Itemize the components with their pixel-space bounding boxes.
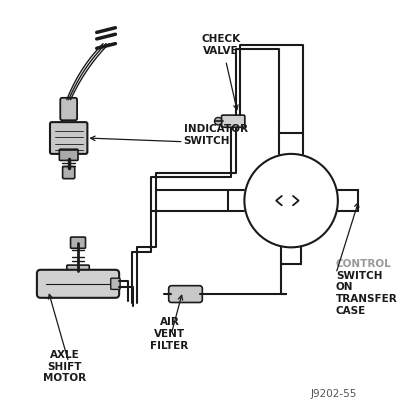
FancyBboxPatch shape (60, 98, 77, 120)
FancyBboxPatch shape (70, 237, 85, 248)
Text: J9202-55: J9202-55 (309, 389, 356, 399)
Text: SWITCH
ON
TRANSFER
CASE: SWITCH ON TRANSFER CASE (335, 271, 397, 316)
Text: CONTROL: CONTROL (335, 259, 391, 269)
FancyBboxPatch shape (168, 286, 202, 303)
Text: AXLE
SHIFT
MOTOR: AXLE SHIFT MOTOR (43, 350, 86, 383)
Text: AIR
VENT
FILTER: AIR VENT FILTER (150, 318, 188, 351)
Text: INDICATOR
SWITCH: INDICATOR SWITCH (183, 124, 247, 145)
FancyBboxPatch shape (59, 149, 78, 160)
FancyBboxPatch shape (67, 265, 89, 274)
FancyBboxPatch shape (37, 270, 119, 298)
FancyBboxPatch shape (62, 166, 75, 178)
FancyBboxPatch shape (111, 278, 120, 290)
FancyBboxPatch shape (221, 115, 244, 127)
FancyBboxPatch shape (50, 122, 87, 154)
Circle shape (214, 117, 222, 125)
Text: CHECK
VALVE: CHECK VALVE (201, 34, 240, 56)
